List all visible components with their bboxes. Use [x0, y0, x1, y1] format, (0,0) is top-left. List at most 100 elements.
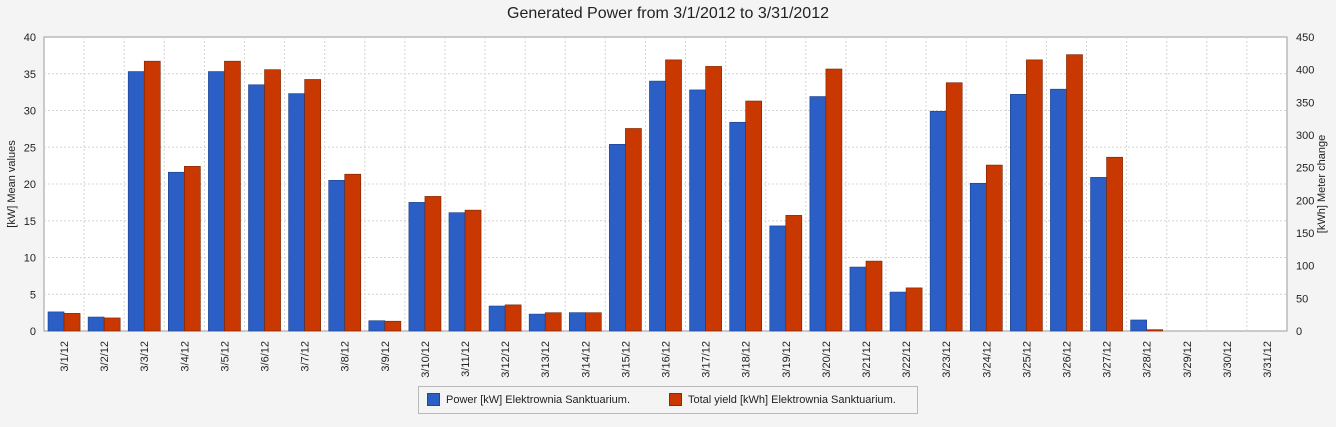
bar-yield: [745, 100, 763, 332]
bar-yield: [985, 164, 1003, 332]
legend-item-yield[interactable]: Total yield [kWh] Elektrownia Sanktuariu…: [669, 393, 896, 406]
category-tick-label: 3/12/12: [500, 341, 512, 378]
right-tick-label: 150: [1296, 228, 1314, 240]
bar-power: [288, 93, 305, 332]
bar-yield: [464, 209, 482, 332]
bar-yield: [504, 304, 522, 332]
bar-power: [889, 291, 907, 332]
category-tick-label: 3/8/12: [340, 341, 352, 372]
bar-power: [47, 311, 65, 332]
right-tick-label: 50: [1296, 293, 1308, 305]
legend-label-yield: Total yield [kWh] Elektrownia Sanktuariu…: [688, 393, 896, 406]
category-tick-label: 3/17/12: [701, 341, 713, 378]
legend-label-power: Power [kW] Elektrownia Sanktuarium.: [446, 393, 631, 406]
category-tick-label: 3/14/12: [580, 341, 592, 378]
category-tick-label: 3/31/12: [1262, 341, 1274, 378]
bar-yield: [384, 320, 402, 332]
category-tick-label: 3/4/12: [179, 341, 191, 372]
category-tick-label: 3/15/12: [620, 341, 632, 378]
category-tick-label: 3/19/12: [781, 341, 793, 378]
category-tick-label: 3/22/12: [901, 341, 913, 378]
category-tick-label: 3/28/12: [1142, 341, 1154, 378]
left-tick-label: 5: [30, 289, 36, 301]
bar-power: [769, 225, 787, 332]
bar-yield: [544, 312, 562, 332]
category-tick-label: 3/9/12: [380, 341, 392, 372]
bar-power: [1130, 319, 1147, 332]
bar-power: [248, 84, 265, 332]
bar-power: [1010, 94, 1027, 332]
bar-yield: [224, 60, 241, 332]
bar-power: [328, 180, 346, 332]
category-tick-label: 3/7/12: [300, 341, 312, 372]
category-tick-label: 3/1/12: [59, 341, 71, 372]
bar-power: [929, 110, 947, 332]
left-tick-label: 35: [24, 69, 36, 81]
bar-yield: [905, 287, 923, 332]
bar-power: [1090, 177, 1107, 332]
left-tick-label: 30: [24, 106, 36, 118]
category-tick-label: 3/23/12: [941, 341, 953, 378]
left-tick-label: 10: [24, 253, 36, 265]
left-axis-title: [kW] Mean values: [6, 140, 18, 228]
left-tick-label: 15: [24, 216, 36, 228]
category-tick-label: 3/13/12: [540, 341, 552, 378]
bar-power: [849, 266, 867, 332]
bar-yield: [825, 68, 843, 332]
bar-power: [528, 313, 546, 332]
bar-power: [368, 320, 386, 332]
right-tick-label: 400: [1296, 65, 1314, 77]
bar-yield: [625, 128, 642, 332]
right-tick-label: 250: [1296, 163, 1314, 175]
bar-power: [1050, 88, 1067, 332]
bar-power: [408, 202, 426, 332]
category-tick-label: 3/10/12: [420, 341, 432, 378]
bar-power: [448, 212, 466, 332]
right-tick-label: 100: [1296, 261, 1314, 273]
category-tick-label: 3/16/12: [661, 341, 673, 378]
category-tick-label: 3/20/12: [821, 341, 833, 378]
right-tick-label: 0: [1296, 326, 1302, 338]
left-tick-label: 0: [30, 326, 36, 338]
bar-power: [729, 121, 746, 332]
bar-power: [208, 71, 225, 332]
category-tick-label: 3/5/12: [219, 341, 231, 372]
bar-yield: [665, 59, 682, 332]
category-tick-label: 3/21/12: [861, 341, 873, 378]
bar-yield: [424, 196, 442, 332]
legend-swatch-power: [427, 393, 440, 406]
bar-yield: [585, 312, 602, 332]
bar-power: [127, 71, 145, 332]
bar-yield: [264, 69, 281, 332]
left-tick-label: 40: [24, 32, 36, 44]
bar-yield: [705, 66, 722, 332]
bar-yield: [1106, 156, 1123, 332]
bar-yield: [143, 60, 161, 332]
right-tick-label: 450: [1296, 32, 1314, 44]
bar-yield: [1026, 59, 1043, 332]
legend-swatch-yield: [669, 393, 682, 406]
category-tick-label: 3/18/12: [741, 341, 753, 378]
category-tick-label: 3/3/12: [139, 341, 151, 372]
legend-item-power[interactable]: Power [kW] Elektrownia Sanktuarium.: [427, 393, 630, 406]
bar-power: [609, 144, 626, 332]
chart-title: Generated Power from 3/1/2012 to 3/31/20…: [507, 5, 829, 22]
bar-yield: [103, 317, 121, 332]
bar-yield: [1146, 329, 1163, 332]
category-tick-label: 3/6/12: [260, 341, 272, 372]
bar-yield: [865, 260, 883, 332]
category-tick-label: 3/2/12: [99, 341, 111, 372]
category-tick-label: 3/24/12: [981, 341, 993, 378]
bar-power: [87, 316, 105, 332]
bar-power: [689, 89, 706, 332]
left-tick-label: 25: [24, 142, 36, 154]
bar-power: [568, 312, 586, 332]
right-tick-label: 300: [1296, 130, 1314, 142]
bar-yield: [785, 215, 803, 332]
right-tick-label: 200: [1296, 195, 1314, 207]
category-tick-label: 3/29/12: [1182, 341, 1194, 378]
bar-yield: [63, 313, 81, 332]
bar-yield: [1066, 54, 1083, 332]
